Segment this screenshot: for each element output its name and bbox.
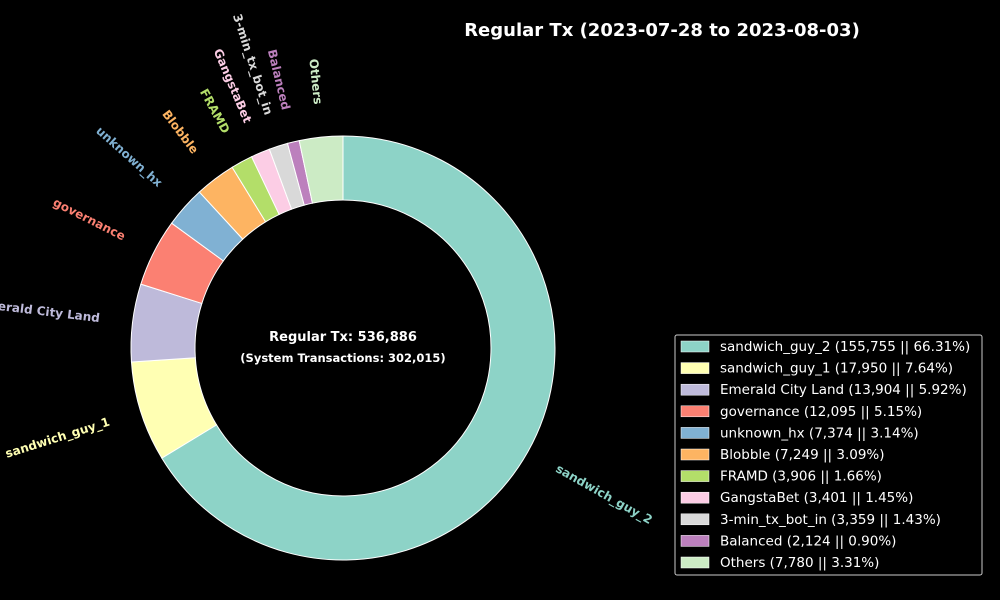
legend-swatch xyxy=(680,383,710,396)
slice-label-framd: FRAMD xyxy=(197,86,233,135)
legend-entry: Others (7,780 || 3.31%) xyxy=(720,555,879,571)
legend-swatch xyxy=(680,535,710,547)
slice-label-sandwich-guy-2: sandwich_guy_2 xyxy=(553,462,655,528)
legend-entry: Balanced (2,124 || 0.90%) xyxy=(720,533,896,549)
legend-entry: FRAMD (3,906 || 1.66%) xyxy=(720,469,882,485)
slice-label-emerald-city-land: Emerald City Land xyxy=(0,296,101,325)
donut-slices xyxy=(130,135,556,561)
legend-entry: governance (12,095 || 5.15%) xyxy=(720,404,922,420)
legend-swatch xyxy=(680,427,710,439)
legend-swatch xyxy=(680,491,710,504)
slice-label-others: Others xyxy=(306,58,325,105)
slice-labels: sandwich_guy_2 sandwich_guy_1 Emerald City… xyxy=(0,12,655,528)
legend-entry: unknown_hx (7,374 || 3.14%) xyxy=(720,425,919,441)
legend-swatch xyxy=(680,513,710,526)
legend-swatch xyxy=(680,448,710,461)
legend-entry: 3-min_tx_bot_in (3,359 || 1.43%) xyxy=(720,512,941,528)
slice-label-blobble: Blobble xyxy=(159,107,201,156)
center-subtext-label: (System Transactions: 302,015) xyxy=(240,351,445,365)
legend-swatch xyxy=(680,556,710,569)
slice-label-unknown-hx: unknown_hx xyxy=(93,124,166,191)
legend-entry: Emerald City Land (13,904 || 5.92%) xyxy=(720,382,967,398)
slice-label-sandwich-guy-1: sandwich_guy_1 xyxy=(4,415,112,462)
legend-entry: GangstaBet (3,401 || 1.45%) xyxy=(720,490,913,506)
legend-entry: Blobble (7,249 || 3.09%) xyxy=(720,447,885,463)
legend-frame xyxy=(674,334,983,576)
chart-title: Regular Tx (2023-07-28 to 2023-08-03) xyxy=(464,20,860,41)
legend-swatch xyxy=(680,362,710,374)
legend-swatch xyxy=(680,470,710,482)
slice-sandwich-guy-2 xyxy=(161,135,556,561)
legend-entry: sandwich_guy_2 (155,755 || 66.31%) xyxy=(720,339,970,355)
slice-others xyxy=(298,135,344,204)
slice-label-governance: governance xyxy=(51,195,128,243)
chart-legend: sandwich_guy_2 (155,755 || 66.31%) sandwi… xyxy=(674,334,983,576)
legend-entry: sandwich_guy_1 (17,950 || 7.64%) xyxy=(720,361,953,377)
center-total-label: Regular Tx: 536,886 xyxy=(269,330,417,345)
legend-swatch xyxy=(680,340,710,353)
legend-swatch xyxy=(680,405,710,418)
